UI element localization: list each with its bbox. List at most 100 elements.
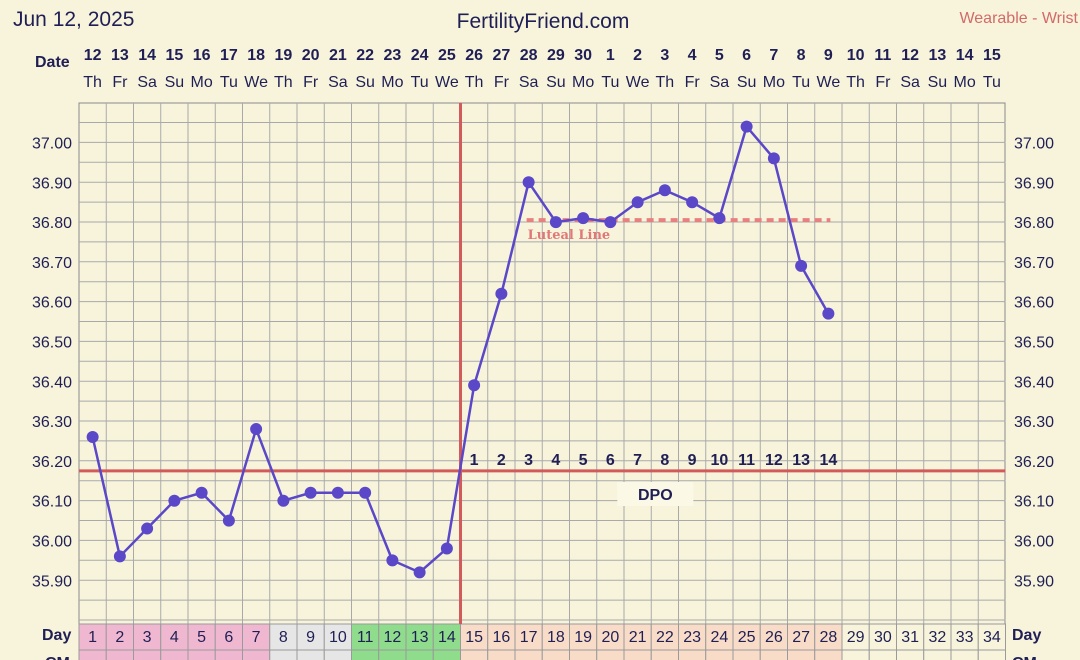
dpo-number: 2: [497, 452, 506, 469]
y-tick-label: 37.00: [32, 136, 72, 153]
weekday-label: Fr: [494, 74, 510, 91]
cm-cell: [105, 649, 134, 660]
day-cell: [514, 623, 543, 651]
temperature-point: [304, 486, 317, 499]
cm-cell: [678, 649, 707, 660]
weekday-label: Sa: [710, 74, 730, 91]
day-number: 20: [601, 629, 619, 646]
day-number: 2: [115, 629, 124, 646]
temperature-line: [91, 125, 830, 574]
cm-cell: [650, 649, 679, 660]
date-label: 13: [111, 47, 129, 64]
date-label: 6: [742, 47, 751, 64]
cm-cell: [623, 649, 652, 660]
day-number: 31: [901, 629, 919, 646]
cm-cell: [187, 649, 216, 660]
day-number: 19: [574, 629, 592, 646]
device-label: Wearable - Wrist: [959, 10, 1078, 27]
date-label: 3: [660, 47, 669, 64]
temperature-point: [495, 287, 508, 300]
date-label: 1: [606, 47, 615, 64]
y-tick-label: 36.70: [32, 255, 72, 272]
date-label: 18: [247, 47, 265, 64]
date-label: 15: [165, 47, 183, 64]
temperature-point: [604, 216, 617, 229]
temperature-point: [195, 486, 208, 499]
temperature-point: [577, 212, 590, 225]
weekday-label: Tu: [601, 74, 619, 91]
y-tick-label: 36.10: [32, 494, 72, 511]
day-row-label-left: Day: [42, 627, 71, 644]
grid: [79, 103, 1006, 624]
y-tick-label: 36.20: [1014, 454, 1054, 471]
date-label: 8: [797, 47, 806, 64]
weekday-label: Mo: [191, 74, 213, 91]
day-cell: [351, 623, 380, 651]
cm-cell: [541, 649, 570, 660]
date-label: 2: [633, 47, 642, 64]
day-cell: [487, 623, 516, 651]
temperature-point: [141, 522, 154, 535]
cm-cell: [242, 649, 271, 660]
day-number: 23: [683, 629, 701, 646]
date-label: 14: [138, 47, 156, 64]
day-number: 3: [143, 629, 152, 646]
cm-cell: [460, 649, 489, 660]
date-label: 11: [874, 47, 891, 64]
day-number: 25: [738, 629, 756, 646]
day-number: 29: [847, 629, 865, 646]
day-cell: [405, 623, 434, 651]
cm-cell: [487, 649, 516, 660]
weekday-label: Su: [546, 74, 566, 91]
day-cell: [160, 623, 189, 651]
temperature-series: [86, 120, 835, 579]
date-label: 30: [574, 47, 592, 64]
y-tick-label: 36.40: [1014, 374, 1054, 391]
temperature-point: [168, 494, 181, 507]
date-label: 5: [715, 47, 724, 64]
dpo-number: 10: [710, 452, 728, 469]
y-tick-label: 35.90: [1014, 573, 1054, 590]
dpo-number: 11: [738, 452, 755, 469]
cm-cell: [868, 649, 897, 660]
day-number: 12: [383, 629, 401, 646]
cm-cell: [787, 649, 816, 660]
day-number: 26: [765, 629, 783, 646]
weekday-label: Su: [737, 74, 757, 91]
dpo-number: 4: [551, 452, 560, 469]
y-tick-label: 36.40: [32, 374, 72, 391]
day-cell: [787, 623, 816, 651]
temperature-point: [413, 566, 426, 579]
date-row-label: Date: [35, 54, 70, 71]
y-tick-label: 36.70: [1014, 255, 1054, 272]
dpo-number: 14: [819, 452, 837, 469]
weekday-label: Th: [465, 74, 484, 91]
dpo-number: 9: [688, 452, 697, 469]
date-label: 27: [492, 47, 510, 64]
weekday-label: Fr: [112, 74, 128, 91]
day-number: 30: [874, 629, 892, 646]
day-cell: [950, 623, 979, 651]
y-tick-label: 36.10: [1014, 494, 1054, 511]
dpo-number: 3: [524, 452, 533, 469]
y-tick-label: 36.60: [1014, 295, 1054, 312]
y-tick-label: 36.90: [1014, 175, 1054, 192]
temperature-point: [222, 514, 235, 527]
day-number: 11: [357, 629, 374, 646]
date-label: 25: [438, 47, 456, 64]
weekday-label: Th: [83, 74, 102, 91]
y-tick-label: 36.30: [1014, 414, 1054, 431]
date-label: 19: [274, 47, 292, 64]
day-number: 15: [465, 629, 483, 646]
temperature-point: [86, 431, 99, 444]
weekday-label: We: [435, 74, 459, 91]
weekday-label: Su: [165, 74, 185, 91]
day-cell: [541, 623, 570, 651]
weekday-label: Tu: [792, 74, 810, 91]
date-label: 23: [383, 47, 401, 64]
day-number: 33: [956, 629, 974, 646]
date-label: 4: [688, 47, 697, 64]
cm-cell: [896, 649, 925, 660]
